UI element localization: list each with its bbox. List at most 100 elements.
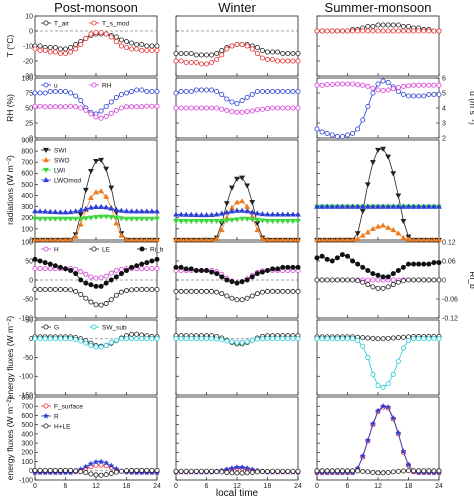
data-point-lwomod: [284, 211, 291, 217]
data-point-le: [42, 286, 48, 292]
data-point-h: [98, 275, 104, 281]
data-point-sw-sub: [83, 340, 89, 346]
data-point-sw-sub: [214, 336, 220, 342]
data-point-swi: [249, 200, 256, 206]
data-point-sw-sub: [365, 354, 371, 360]
y-tick-label: 25: [25, 120, 33, 127]
data-point-sw-sub: [385, 381, 391, 387]
data-point-r: [359, 452, 366, 459]
data-point-le: [98, 302, 104, 308]
legend-marker-f-surface: [43, 403, 49, 409]
data-point-h: [375, 277, 381, 283]
data-point-h-le: [73, 468, 79, 474]
data-point-sw-sub: [395, 358, 401, 364]
data-point-rh: [275, 105, 281, 111]
data-point-u: [314, 126, 320, 132]
data-point-ri-b: [139, 261, 145, 267]
data-point-swi: [77, 212, 84, 218]
data-point-lwomod: [339, 203, 346, 209]
data-point-le: [280, 288, 286, 294]
data-point-rh: [63, 104, 69, 110]
data-point-ri-b: [370, 271, 376, 277]
data-point-t-air: [124, 39, 130, 45]
data-point-t-s-mod: [365, 28, 371, 34]
data-point-le: [73, 288, 79, 294]
data-point-lwomod: [290, 211, 296, 217]
y-tick-label: 0: [29, 135, 33, 142]
y-tick-label: 300: [21, 204, 33, 211]
data-point-lwomod: [364, 203, 371, 209]
data-point-ri-b: [98, 283, 104, 289]
data-point-lwomod: [400, 203, 407, 209]
data-point-h-le: [275, 468, 281, 474]
x-tick-label: 6: [346, 483, 350, 490]
data-point-u: [178, 89, 184, 95]
data-point-g: [129, 331, 135, 337]
data-point-rh: [270, 105, 276, 111]
data-point-t-air: [400, 23, 406, 29]
data-point-h-le: [193, 468, 199, 474]
y-axis-label: energy fluxes (W m⁻²): [5, 316, 15, 400]
data-point-h-le: [129, 467, 135, 473]
data-point-h: [78, 269, 84, 275]
panel-post-monsoon-row-5: -150 -100 -50 0 50 G SW_sub: [19, 317, 160, 399]
data-point-rh: [183, 105, 189, 111]
data-point-le: [339, 277, 345, 283]
panel-winter-row-3: [173, 139, 301, 244]
data-point-t-air: [134, 42, 140, 48]
data-point-r: [97, 458, 105, 465]
x-axis-label: local time: [216, 488, 259, 499]
y-tick-label: -10: [23, 43, 33, 50]
data-point-r: [395, 429, 402, 436]
legend-label-r: R: [54, 413, 59, 420]
panel-winter-row-6: 0 6 12 18 24: [172, 396, 302, 490]
data-point-h-le: [134, 467, 140, 473]
data-point-h-le: [285, 468, 291, 474]
data-point-h-le: [154, 467, 160, 473]
data-point-swo: [93, 189, 99, 195]
data-point-rh: [173, 105, 179, 111]
series-le: [32, 286, 160, 308]
data-point-t-s-mod: [203, 61, 209, 67]
y-tick-label: 10: [25, 13, 33, 20]
data-point-lwi: [62, 216, 69, 222]
data-point-sw-sub: [370, 371, 376, 377]
data-point-lwi: [82, 216, 89, 222]
data-point-h: [83, 271, 89, 277]
data-point-t-s-mod: [244, 43, 250, 49]
legend-marker-lwi: [43, 167, 49, 174]
data-point-h-le: [339, 468, 345, 474]
data-point-le: [385, 284, 391, 290]
data-point-u: [52, 89, 58, 95]
data-point-swi: [354, 231, 361, 237]
data-point-r: [390, 414, 397, 421]
data-point-ri-b: [249, 274, 255, 280]
y2-tick-label: 5: [442, 90, 446, 97]
data-point-lwomod: [183, 211, 190, 217]
data-point-h-le: [254, 469, 260, 475]
x-tick-label: 18: [405, 483, 413, 490]
data-point-u: [249, 92, 255, 98]
data-point-sw-sub: [416, 336, 422, 342]
data-point-sw-sub: [224, 338, 230, 344]
data-point-t-air: [285, 51, 291, 57]
data-point-lwi: [178, 219, 184, 225]
plot-frame: [175, 139, 299, 241]
y-axis-label: RH (%): [5, 94, 15, 122]
data-point-swo: [354, 235, 361, 241]
data-point-t-air: [149, 43, 155, 49]
data-point-g: [375, 336, 381, 342]
x-tick-label: 0: [174, 483, 178, 490]
data-point-sw-sub: [405, 338, 411, 344]
data-point-sw-sub: [209, 336, 215, 342]
data-point-le: [390, 282, 396, 288]
data-point-u: [57, 89, 63, 95]
data-point-h-le: [436, 468, 442, 474]
data-point-u: [63, 89, 69, 95]
data-point-lwi: [52, 216, 59, 222]
data-point-lwi: [133, 216, 140, 222]
data-point-t-air: [264, 49, 270, 55]
data-point-t-air: [270, 49, 276, 55]
data-point-h: [390, 277, 396, 283]
data-point-le: [113, 292, 119, 298]
